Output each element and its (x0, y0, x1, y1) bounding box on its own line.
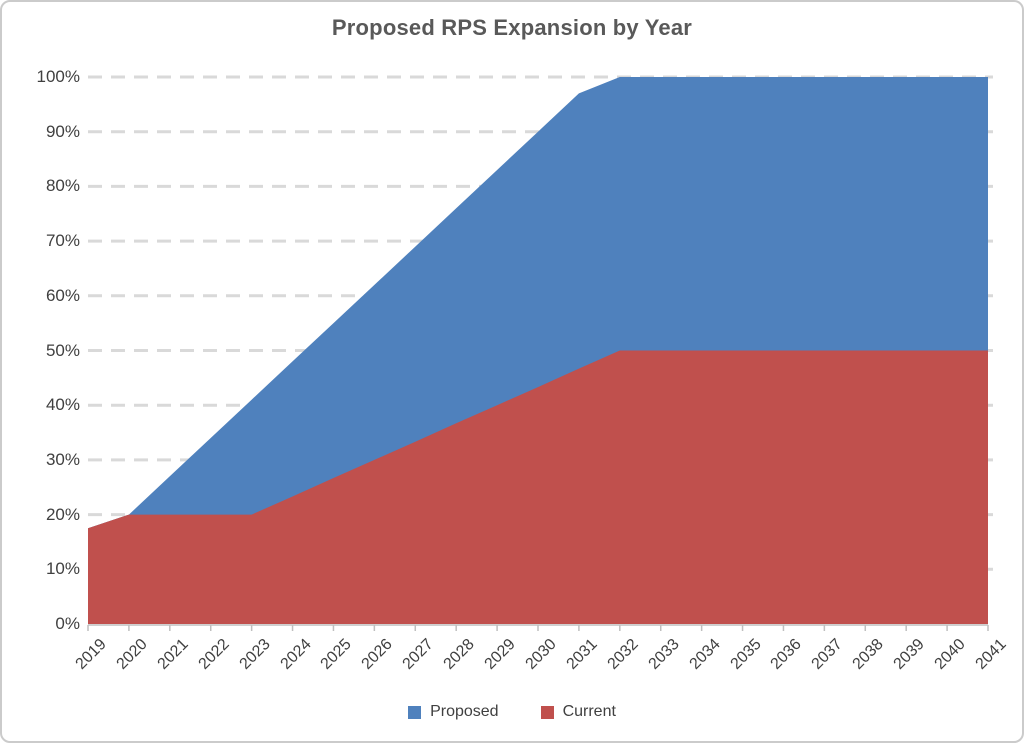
legend-label-current: Current (562, 703, 616, 720)
y-axis-label: 80% (45, 176, 80, 196)
legend: Proposed Current (2, 703, 1022, 721)
y-axis-label: 50% (45, 340, 80, 360)
y-axis-label: 40% (45, 395, 80, 415)
area-current (88, 350, 988, 624)
legend-item-current: Current (540, 703, 616, 721)
y-axis-label: 100% (36, 67, 80, 86)
chart-title: Proposed RPS Expansion by Year (331, 15, 693, 40)
y-axis-label: 10% (45, 559, 80, 579)
legend-swatch-current-icon (540, 705, 554, 719)
legend-item-proposed: Proposed (408, 703, 499, 721)
y-axis-label: 60% (45, 285, 80, 305)
legend-label-proposed: Proposed (430, 703, 499, 720)
y-axis-label: 30% (45, 449, 80, 469)
legend-swatch-proposed-icon (408, 705, 422, 719)
y-axis-label: 0% (55, 614, 80, 633)
y-axis-label: 20% (45, 504, 80, 524)
y-axis-label: 90% (45, 121, 80, 141)
y-axis-label: 70% (45, 231, 80, 251)
